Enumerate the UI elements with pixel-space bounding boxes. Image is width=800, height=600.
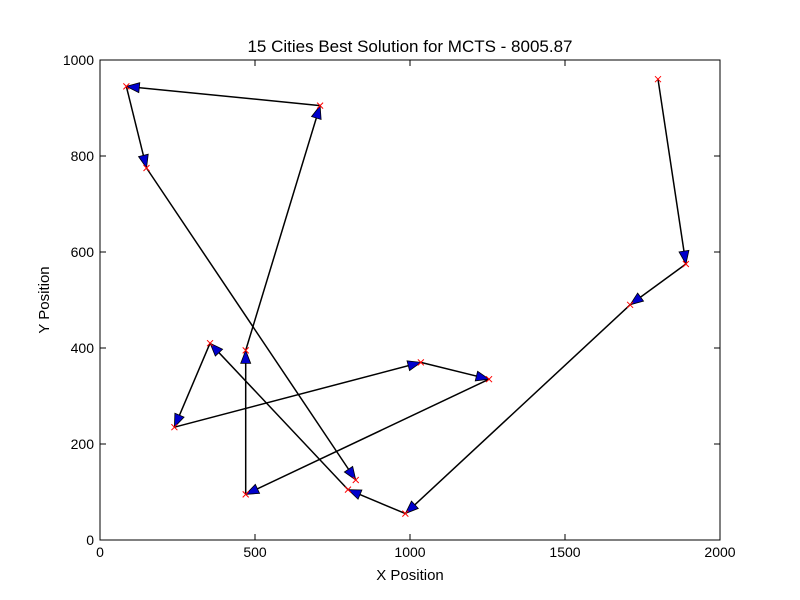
- route-arrowhead-12: [125, 82, 141, 94]
- x-tick-label: 0: [96, 544, 104, 560]
- route-arrowhead-1: [678, 249, 690, 266]
- city-point-3: [626, 301, 634, 309]
- route-arrowhead-3: [404, 500, 419, 515]
- city-point-1: [654, 75, 662, 83]
- route-segment-14: [145, 167, 357, 481]
- city-point-12: [316, 102, 324, 109]
- city-point-14: [143, 164, 150, 172]
- marker-layer: [122, 75, 690, 517]
- y-tick-label: 1000: [63, 52, 94, 68]
- chart-title: 15 Cities Best Solution for MCTS - 8005.…: [247, 37, 572, 56]
- route-segment-3: [404, 304, 631, 515]
- x-tick-label: 500: [243, 544, 267, 560]
- y-axis-label: Y Position: [36, 266, 53, 333]
- city-point-11: [242, 347, 250, 354]
- route-arrowhead-5: [209, 342, 224, 357]
- city-point-15: [352, 476, 360, 484]
- city-point-2: [682, 260, 690, 268]
- route-arrowhead-7: [406, 360, 422, 372]
- plot-frame: [99, 59, 721, 541]
- route-arrowhead-4: [346, 489, 363, 500]
- route-segment-1: [657, 79, 687, 265]
- y-tick-label: 200: [71, 436, 95, 452]
- route-segment-7: [174, 361, 422, 428]
- x-tick-label: 1500: [549, 544, 580, 560]
- y-tick-label: 800: [71, 148, 95, 164]
- city-point-13: [122, 83, 130, 90]
- route-segment-12: [126, 85, 321, 107]
- route-layer: [125, 79, 690, 515]
- route-segment-9: [245, 378, 490, 496]
- x-tick-label: 2000: [704, 544, 735, 560]
- route-arrowhead-2: [629, 292, 645, 306]
- route-arrowhead-6: [173, 412, 185, 429]
- city-point-4: [401, 510, 409, 517]
- y-tick-label: 600: [71, 244, 95, 260]
- route-segment-13: [125, 86, 148, 169]
- city-point-6: [206, 339, 214, 347]
- city-point-8: [417, 359, 425, 366]
- route-arrowhead-13: [137, 153, 149, 170]
- route-segment-11: [244, 105, 321, 351]
- route-arrowhead-11: [310, 104, 322, 121]
- route-segment-6: [173, 342, 211, 428]
- city-point-7: [171, 423, 178, 431]
- route-arrowhead-14: [343, 465, 357, 481]
- route-arrowhead-9: [244, 483, 261, 495]
- route-arrowhead-10: [240, 349, 252, 364]
- x-axis-label: X Position: [376, 567, 444, 584]
- city-point-5: [344, 486, 352, 493]
- x-tick-label: 1000: [394, 544, 425, 560]
- tick-layer: 0 500 1000 1500 2000 0 200 400 600 800 1000: [63, 52, 736, 560]
- city-point-10: [242, 491, 250, 498]
- y-tick-label: 400: [71, 340, 95, 356]
- y-tick-label: 0: [86, 532, 94, 548]
- route-arrowhead-8: [474, 370, 491, 382]
- route-segment-5: [209, 342, 349, 491]
- city-point-9: [485, 375, 493, 383]
